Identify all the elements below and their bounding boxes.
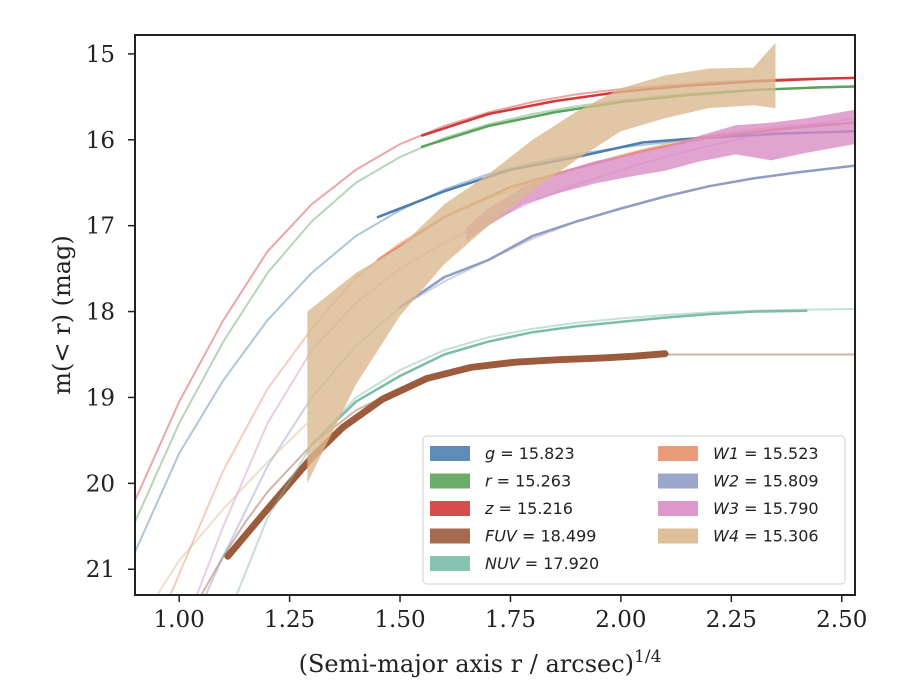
legend-swatch-w3 — [658, 501, 698, 516]
series-w3 — [195, 109, 855, 595]
x-tick-label: 1.50 — [374, 607, 425, 633]
x-tick-label: 1.75 — [485, 607, 536, 633]
y-axis-ticks: 15 16 17 18 19 20 21 — [86, 42, 135, 583]
y-axis-label: m(< r) (mag) — [48, 235, 76, 394]
plot-area — [135, 42, 855, 595]
x-tick-label: 1.00 — [154, 607, 205, 633]
x-axis-label-exponent: 1/4 — [634, 647, 661, 667]
series-w4 — [156, 42, 776, 595]
legend-label-nuv: NUV = 17.920 — [485, 554, 599, 573]
legend-swatch-w4 — [658, 528, 698, 544]
x-tick-label: 2.25 — [706, 607, 757, 633]
series-w2 — [204, 164, 855, 595]
legend-swatch-w1 — [658, 446, 698, 461]
y-tick-label: 16 — [86, 128, 115, 154]
legend: g = 15.823 r = 15.263 z = 15.216 FUV = 18.4… — [422, 435, 846, 585]
series-nuv-data-line — [310, 309, 808, 446]
y-tick-label: 21 — [86, 557, 115, 583]
y-tick-label: 20 — [86, 471, 115, 497]
legend-label-w2: W2 = 15.809 — [713, 472, 819, 491]
legend-label-w3: W3 = 15.790 — [713, 499, 819, 518]
legend-swatch-nuv — [430, 556, 470, 571]
y-tick-label: 15 — [86, 42, 115, 68]
legend-swatch-w2 — [658, 473, 698, 489]
legend-swatch-g — [430, 446, 470, 461]
legend-label-z: z = 15.216 — [484, 499, 573, 518]
legend-label-g: g = 15.823 — [485, 444, 575, 463]
legend-label-r: r = 15.263 — [485, 472, 571, 491]
legend-label-fuv: FUV = 18.499 — [485, 527, 596, 546]
x-tick-label: 2.50 — [816, 607, 867, 633]
legend-label-w1: W1 = 15.523 — [713, 444, 819, 463]
x-axis-label-text: (Semi-major axis r / arcsec) — [299, 650, 634, 678]
x-axis-ticks: 1.00 1.25 1.50 1.75 2.00 2.25 2.50 — [154, 595, 867, 633]
series-fuv — [200, 350, 855, 595]
y-tick-label: 19 — [86, 385, 115, 411]
x-axis-label: (Semi-major axis r / arcsec)1/4 — [299, 647, 662, 678]
y-tick-label: 17 — [86, 214, 115, 240]
y-tick-label: 18 — [86, 300, 115, 326]
series-w3-data-band — [466, 109, 855, 242]
series-w4-model-line — [156, 422, 308, 595]
legend-label-w4: W4 = 15.306 — [713, 527, 819, 546]
series-w4-data-band — [307, 42, 776, 484]
axes-frame — [134, 34, 856, 596]
legend-frame — [422, 435, 846, 585]
legend-swatch-z — [430, 501, 470, 516]
x-tick-label: 2.00 — [595, 607, 646, 633]
series-w2-data-line — [398, 164, 855, 309]
legend-swatch-r — [430, 473, 470, 489]
x-tick-label: 1.25 — [264, 607, 315, 633]
legend-swatch-fuv — [430, 528, 470, 544]
series-fuv-data-line — [224, 350, 669, 560]
